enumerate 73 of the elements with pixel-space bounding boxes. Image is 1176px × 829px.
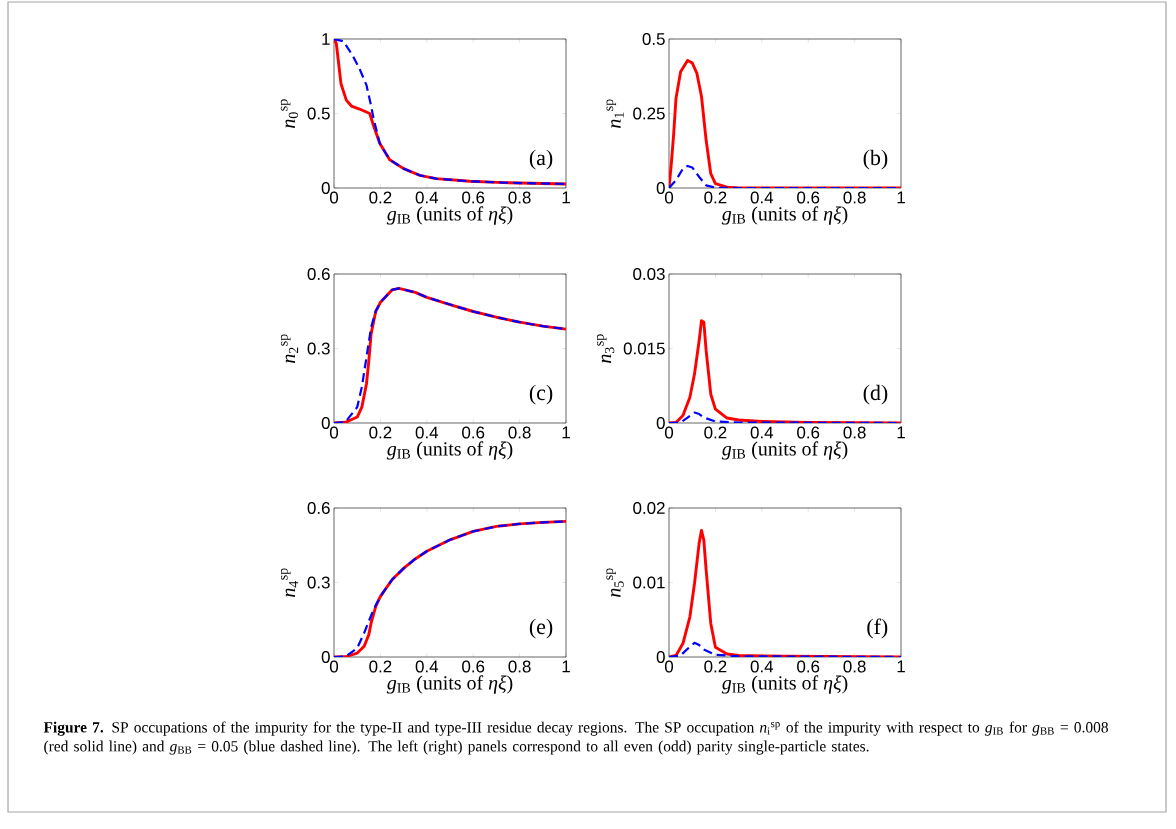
x-tick-label: 0 [664,660,674,673]
y-tick-label: 0.5 [642,33,665,46]
y-tick-label: 0 [656,651,665,664]
x-axis-title: g$_{IB}$ (units of ηξ) [386,441,513,460]
x-tick-label: 0.4 [415,660,439,673]
x-tick-label: 0.8 [843,426,866,439]
y-axis-title: n$_{3}$sp [596,334,615,363]
x-tick-label: 0.2 [369,191,392,204]
x-tick-label: 0.4 [415,191,439,204]
x-tick-label: 1 [897,660,905,673]
x-tick-label: 0 [329,191,339,204]
x-tick-label: 0.2 [704,426,727,439]
x-tick-label: 1 [897,426,905,439]
x-tick-label: 0.6 [462,660,485,673]
y-tick-label: 0.3 [307,342,330,355]
x-tick-label: 0.8 [508,426,531,439]
y-tick-label: 0.6 [307,502,330,515]
x-tick-label: 1 [562,426,570,439]
y-tick-label: 0.25 [633,107,665,120]
x-tick-label: 0.6 [462,426,485,439]
x-tick-label: 0.2 [704,660,727,673]
annotation: (b) [863,149,888,170]
y-tick-label: 0 [321,182,330,194]
y-tick-label: 0.01 [633,576,665,589]
y-tick-label: 0 [656,417,665,429]
y-tick-label: 0 [321,651,330,664]
annotation: (d) [863,384,888,405]
x-tick-label: 0.8 [843,191,866,204]
y-axis-title: n$_{1}$sp [606,99,624,128]
x-tick-label: 0.4 [750,660,774,673]
x-tick-label: 0.8 [508,660,531,673]
x-tick-label: 0 [664,426,674,439]
y-axis-title: n$_{4}$sp [280,568,299,597]
x-tick-label: 0.8 [508,191,531,204]
x-tick-label: 0.2 [704,191,727,204]
y-tick-label: 0.015 [623,342,665,355]
x-tick-label: 0.4 [750,426,774,439]
y-tick-label: 0.02 [633,502,665,515]
x-tick-label: 0.4 [750,191,774,204]
annotation: (f) [867,618,888,639]
annotation: (a) [529,149,553,170]
y-axis-title: n$_{0}$sp [280,99,299,128]
x-tick-label: 0.8 [843,660,866,673]
x-axis-title: g$_{IB}$ (units of ηξ) [386,675,513,694]
y-tick-label: 1 [322,33,330,45]
y-tick-label: 0 [321,417,330,429]
x-tick-label: 0 [329,426,339,439]
x-tick-label: 1 [897,191,905,204]
x-axis-title: g$_{IB}$ (units of ηξ) [386,206,513,225]
x-tick-label: 0.6 [462,191,485,204]
y-tick-label: 0.03 [633,268,665,281]
annotation: (e) [529,618,553,639]
x-tick-label: 0.2 [369,426,392,439]
text: Figure 7. SP occupations of the impurity for the type-II and type-III residue decay regions. The SP occupation n$_{i}$$^{sp}$ of the impurity with respect to g$_{IB}$ for g$_{BB}$ = 0.008 (red solid line) and g$_{BB}$ = 0.05 (blue dashed line). The left (right) panels correspond to all even (odd) parity single-particle states. [43,721,1108,755]
x-tick-label: 0.6 [797,191,820,204]
x-axis-title: g$_{IB}$ (units of ηξ) [721,206,848,225]
x-tick-label: 0 [329,660,339,673]
y-tick-label: 0.6 [307,268,330,281]
x-tick-label: 1 [562,660,570,673]
x-tick-label: 1 [562,191,570,204]
x-tick-label: 0.6 [797,660,820,673]
y-tick-label: 0.5 [307,107,330,120]
y-axis-title: n$_{5}$sp [606,568,624,597]
x-tick-label: 0 [664,191,674,204]
x-tick-label: 0.4 [415,426,439,439]
x-axis-title: g$_{IB}$ (units of ηξ) [721,441,848,460]
y-tick-label: 0.3 [307,576,330,589]
annotation: (c) [529,384,553,405]
y-tick-label: 0 [656,182,665,194]
y-axis-title: n$_{2}$sp [280,334,299,363]
x-axis-title: g$_{IB}$ (units of ηξ) [721,675,848,694]
x-tick-label: 0.6 [797,426,820,439]
x-tick-label: 0.2 [369,660,392,673]
